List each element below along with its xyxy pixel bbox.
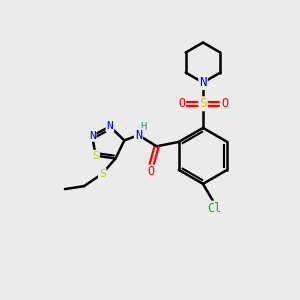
Text: O: O — [178, 97, 185, 110]
Text: N: N — [106, 122, 113, 131]
Text: S: S — [199, 97, 207, 110]
Text: O: O — [148, 165, 155, 178]
Text: S: S — [99, 169, 106, 179]
Text: Cl: Cl — [208, 202, 222, 214]
Text: N: N — [89, 131, 95, 141]
Text: O: O — [221, 97, 228, 110]
Text: H: H — [141, 122, 147, 132]
Text: N: N — [199, 76, 207, 89]
Text: N: N — [135, 129, 142, 142]
Text: S: S — [92, 151, 99, 161]
